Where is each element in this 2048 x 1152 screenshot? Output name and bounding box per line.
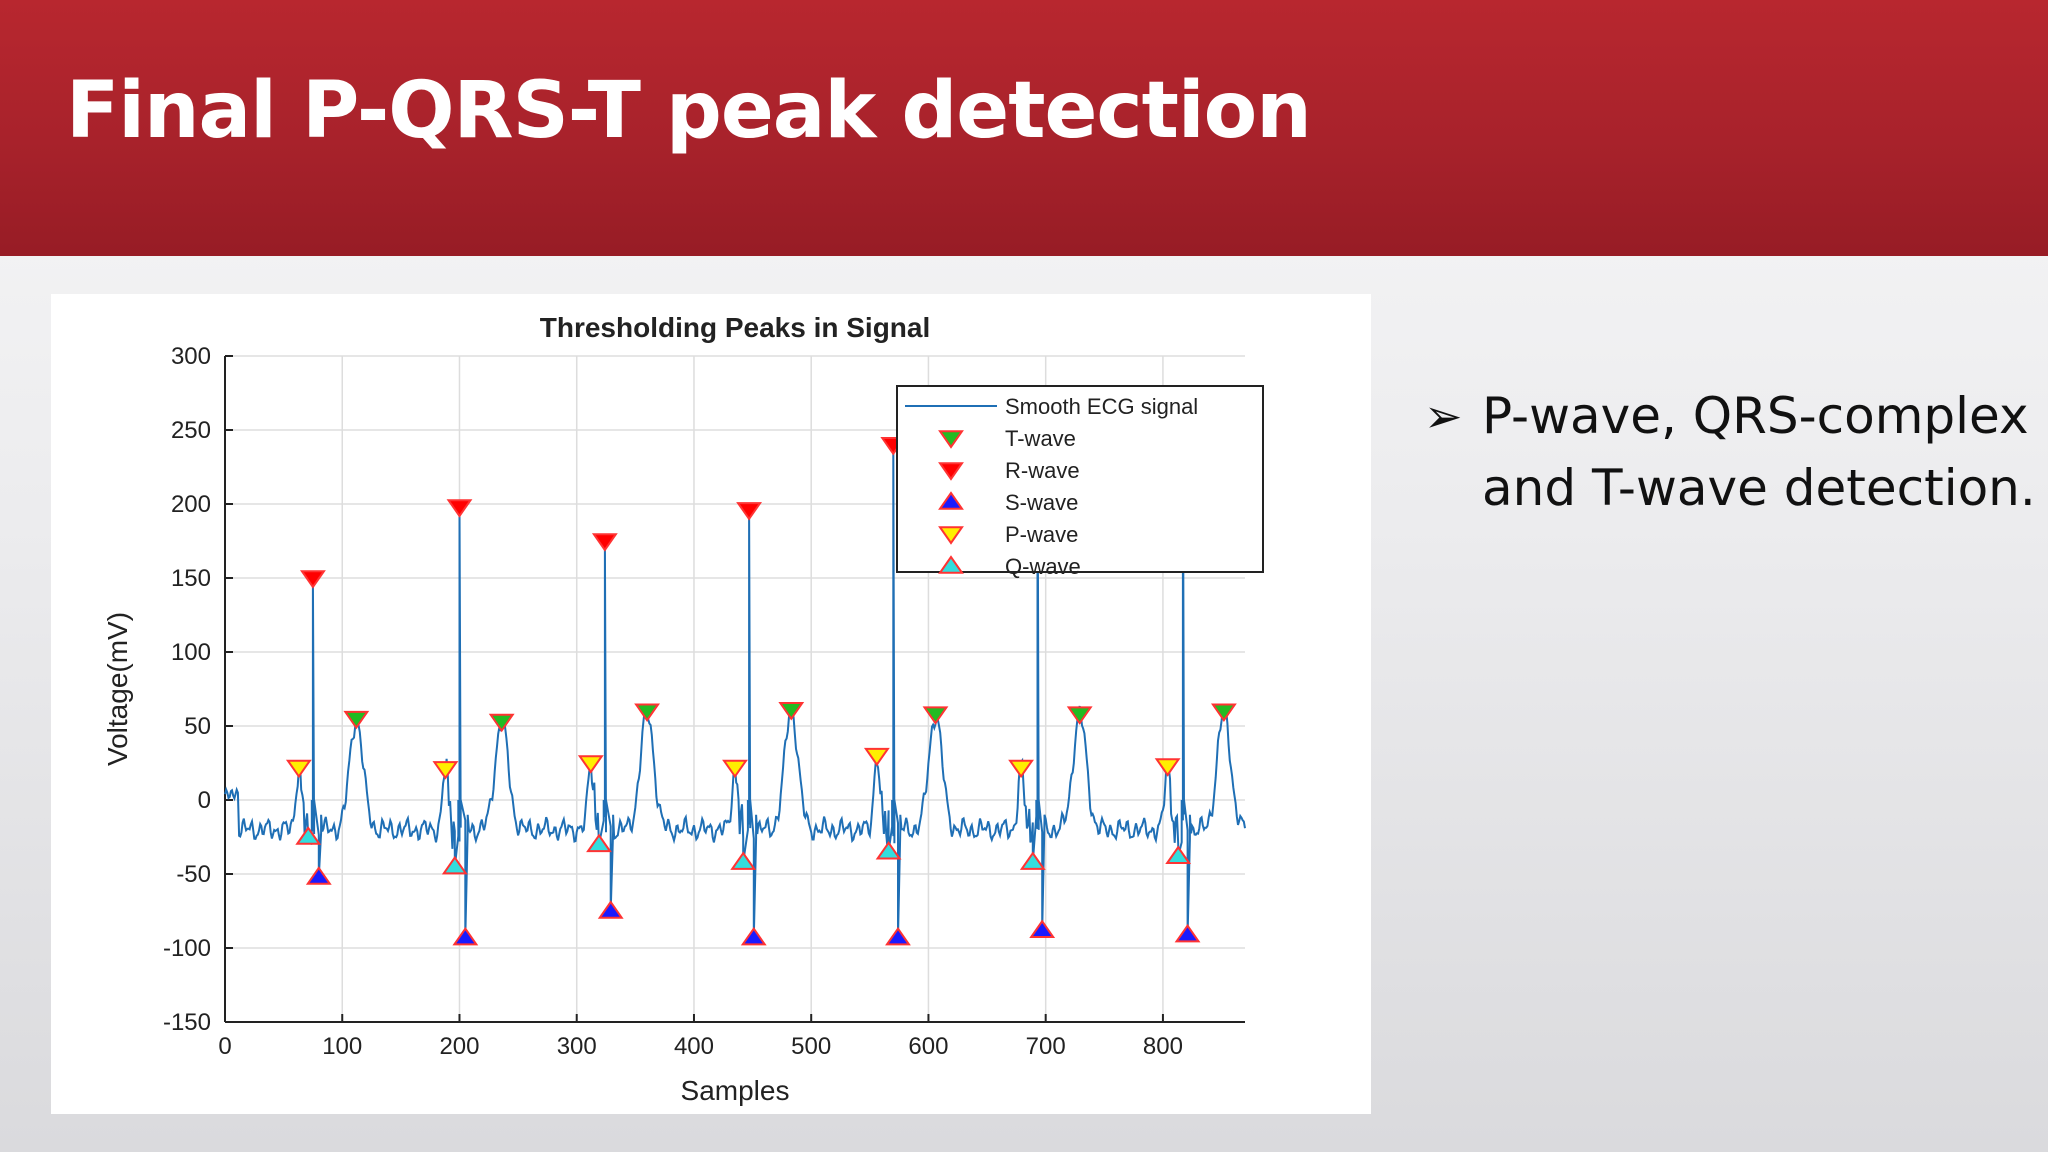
q-wave-marker [295, 826, 322, 845]
bullet-arrow-icon: ➢ [1424, 389, 1463, 443]
slide-title: Final P-QRS-T peak detection [66, 66, 1312, 156]
y-tick-label: 150 [171, 565, 211, 592]
t-wave-marker [343, 710, 370, 730]
q-wave-marker [875, 841, 902, 860]
x-tick-label: 800 [1143, 1033, 1183, 1060]
y-tick-label: 100 [171, 639, 211, 666]
legend-marker-swatch [938, 462, 964, 481]
q-wave-marker [730, 851, 757, 870]
p-wave-marker [722, 759, 748, 779]
r-wave-marker [736, 502, 762, 521]
x-tick-label: 300 [557, 1033, 597, 1060]
t-wave-marker [1066, 706, 1093, 725]
legend-marker-swatch [938, 430, 964, 449]
r-wave-marker [446, 499, 473, 518]
p-wave-marker [577, 755, 604, 774]
s-wave-marker [885, 926, 911, 946]
s-wave-marker [452, 926, 479, 946]
x-tick-label: 100 [322, 1033, 362, 1060]
q-wave-marker [1165, 845, 1192, 864]
t-wave-marker [922, 706, 949, 725]
y-tick-label: -100 [163, 935, 211, 962]
header-band [0, 0, 2048, 256]
r-wave-marker [591, 533, 618, 552]
legend-entry-label: Q-wave [1005, 554, 1081, 579]
p-wave-marker [1154, 758, 1181, 777]
s-wave-marker [305, 866, 332, 885]
t-wave-marker [778, 701, 805, 721]
s-wave-marker [597, 900, 624, 919]
x-tick-label: 0 [218, 1033, 231, 1060]
bullet-line-1: P-wave, QRS-complex [1482, 387, 2029, 445]
p-wave-marker [1008, 759, 1034, 779]
x-tick-label: 700 [1026, 1033, 1066, 1060]
ecg-chart: 0 100 200 300 400 500 600 700 800300250200150100… [102, 312, 1264, 1106]
legend-entry-label: T-wave [1005, 426, 1076, 451]
legend-entry-label: P-wave [1005, 522, 1078, 547]
legend-entry-label: S-wave [1005, 490, 1078, 515]
legend-marker-swatch [938, 491, 964, 510]
y-tick-label: 50 [184, 713, 211, 740]
s-wave-marker [740, 926, 767, 946]
s-wave-marker [1174, 923, 1201, 943]
p-wave-marker [432, 761, 459, 780]
y-axis-label: Voltage(mV) [102, 612, 133, 766]
figure-panel: 0 100 200 300 400 500 600 700 800 300 250 200 150 100… [51, 294, 1371, 1114]
x-tick-label: 500 [791, 1033, 831, 1060]
t-wave-marker [634, 703, 660, 722]
q-wave-marker [441, 855, 468, 875]
q-wave-marker [1019, 851, 1046, 870]
q-wave-marker [586, 833, 612, 853]
legend-marker-swatch [938, 526, 964, 545]
s-wave-marker [1029, 919, 1056, 938]
legend-box [896, 385, 1264, 573]
y-tick-label: 250 [171, 417, 211, 444]
x-tick-label: 600 [908, 1033, 948, 1060]
y-tick-label: -50 [176, 861, 211, 888]
y-tick-label: 0 [198, 787, 211, 814]
chart-title: Thresholding Peaks in Signal [540, 312, 931, 343]
x-tick-label: 400 [674, 1033, 714, 1060]
y-tick-label: 200 [171, 491, 211, 518]
legend-entry-label: R-wave [1005, 458, 1080, 483]
r-wave-marker [300, 570, 326, 589]
t-wave-marker [1210, 703, 1237, 722]
y-tick-label: 300 [171, 343, 211, 370]
x-axis-label: Samples [681, 1075, 790, 1106]
bullet-text: P-wave, QRS-complex and T-wave detection… [1482, 380, 2042, 524]
legend-entry-label: Smooth ECG signal [1005, 394, 1198, 419]
t-wave-marker [488, 713, 515, 733]
x-tick-label: 200 [439, 1033, 479, 1060]
legend-marker-swatch [938, 555, 964, 574]
ecg-signal-line [224, 415, 1246, 938]
y-tick-label: -150 [163, 1009, 211, 1036]
bullet-line-2: and T-wave detection. [1482, 459, 2036, 517]
p-wave-marker [285, 759, 312, 779]
p-wave-marker [863, 747, 890, 767]
